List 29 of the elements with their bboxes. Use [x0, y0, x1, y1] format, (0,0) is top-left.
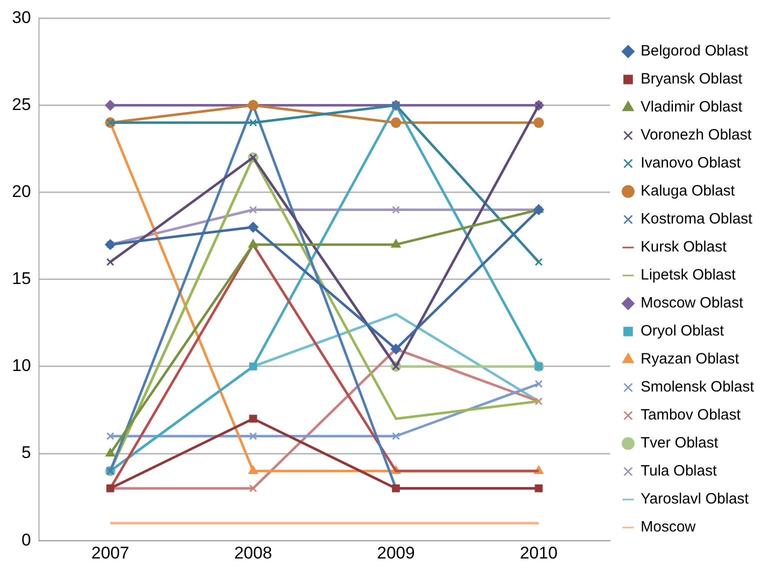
x-tick-label: 2010 — [520, 543, 558, 562]
y-tick-label: 15 — [12, 269, 31, 288]
y-tick-label: 0 — [21, 530, 31, 550]
legend-label: Moscow Oblast — [640, 294, 744, 312]
legend-label: Lipetsk Oblast — [640, 266, 736, 284]
legend-label: Yaroslavl Oblast — [640, 490, 750, 508]
legend-label: Bryansk Oblast — [640, 70, 744, 88]
x-tick-label: 2007 — [91, 543, 130, 562]
legend-label: Vladimir Oblast — [640, 98, 744, 116]
y-tick-label: 20 — [12, 182, 31, 202]
legend-label: Ivanovo Oblast — [640, 154, 742, 172]
y-tick-label: 10 — [12, 356, 31, 376]
y-tick-label: 25 — [12, 94, 31, 114]
legend-label: Tambov Oblast — [640, 406, 742, 424]
legend-label: Belgorod Oblast — [640, 42, 750, 60]
x-tick-label: 2009 — [377, 543, 415, 562]
legend-label: Kaluga Oblast — [640, 182, 736, 200]
legend-label: Tver Oblast — [640, 434, 719, 452]
legend-label: Voronezh Oblast — [640, 126, 752, 144]
legend-label: Smolensk Oblast — [640, 378, 755, 396]
y-tick-label: 30 — [12, 8, 31, 27]
legend-label: Oryol Oblast — [640, 322, 725, 340]
x-tick-label: 2008 — [234, 543, 272, 562]
legend-label: Ryazan Oblast — [640, 350, 740, 368]
y-tick-label: 5 — [21, 443, 31, 462]
legend-label: Kursk Oblast — [640, 238, 728, 256]
legend-label: Moscow — [640, 518, 696, 536]
legend-label: Kostroma Oblast — [640, 210, 754, 228]
legend-label: Tula Oblast — [640, 462, 718, 480]
